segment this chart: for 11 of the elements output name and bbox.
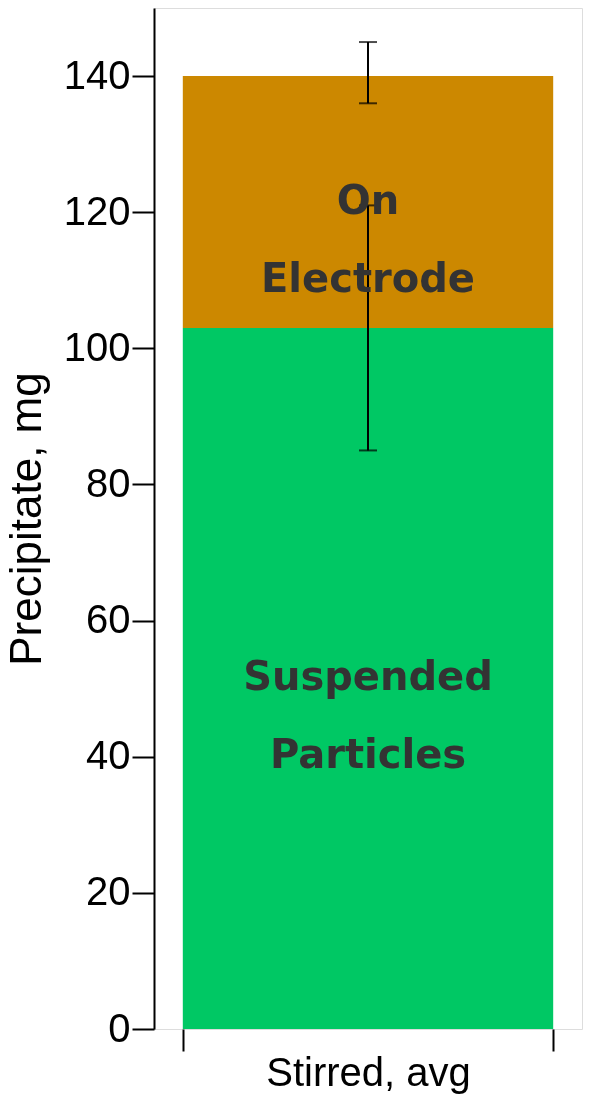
y-tick-label: 100 (63, 324, 131, 369)
x-tick-label: Stirred, avg (266, 1049, 471, 1094)
y-tick-label: 60 (86, 597, 131, 642)
y-tick-label: 140 (63, 52, 131, 97)
y-tick-label: 20 (86, 869, 131, 914)
y-tick-label: 40 (86, 733, 131, 778)
y-tick-label: 0 (108, 1005, 131, 1050)
series-label: Suspended Particles (243, 653, 493, 778)
y-tick-label: 120 (63, 188, 131, 233)
y-tick-label: 80 (86, 460, 131, 505)
y-axis-title: Precipitate, mg (0, 372, 50, 666)
